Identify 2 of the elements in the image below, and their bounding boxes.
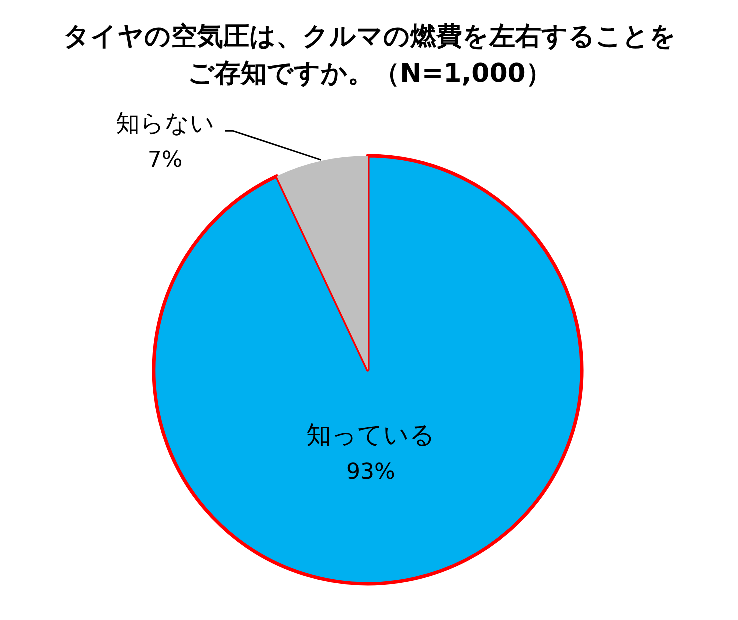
title: ご存知ですか。（N=1,000） <box>188 59 552 90</box>
title: タイヤの空気圧は、クルマの燃費を左右することを <box>64 22 676 52</box>
